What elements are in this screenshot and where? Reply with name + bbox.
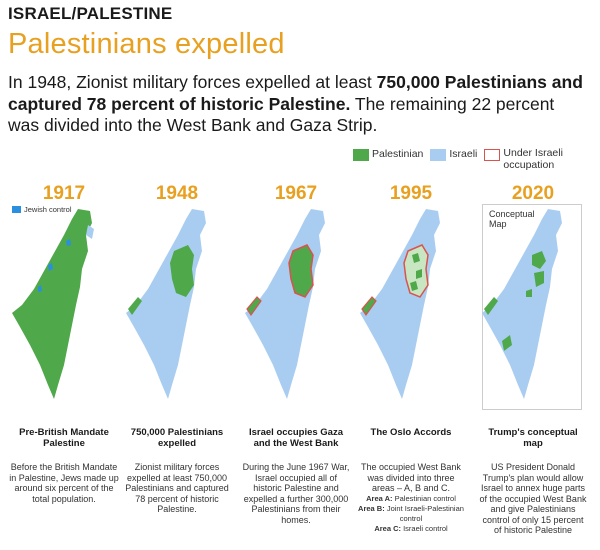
area-a-1 — [412, 253, 420, 263]
caption-title-1995: The Oslo Accords — [370, 427, 452, 438]
caption-body-1995-text: The occupied West Bank was divided into … — [361, 462, 461, 493]
occupation-swatch — [484, 149, 501, 161]
map-1995 — [356, 205, 466, 400]
enclave-1 — [532, 251, 546, 269]
area-a-text: Palestinian control — [392, 493, 456, 503]
map-legend: Palestinian Israeli Under Israeli occupa… — [353, 147, 572, 178]
palestine-outline-1917 — [12, 209, 92, 399]
west-bank-1967 — [288, 244, 314, 298]
area-a-label: Area A: — [366, 493, 393, 503]
conceptual-map-label: Conceptual Map — [489, 209, 535, 229]
area-b-text: Joint Israeli-Palestinian control — [384, 503, 464, 523]
area-a-note: Area A: Palestinian control — [356, 494, 466, 504]
negev-enclave — [502, 335, 512, 351]
map-1967-svg — [245, 209, 325, 399]
legend-palestinian: Palestinian — [353, 148, 423, 161]
jewish-land-3 — [38, 285, 42, 292]
area-a-2 — [416, 269, 422, 279]
caption-body-1995: The occupied West Bank was divided into … — [356, 462, 466, 534]
gaza-strip-1995 — [361, 296, 377, 317]
intro-text: In 1948, Zionist military forces expelle… — [8, 72, 588, 137]
legend-occupation-label: Under Israeli occupation — [503, 147, 563, 171]
year-1917: 1917 — [42, 183, 86, 204]
headline: Palestinians expelled — [8, 28, 285, 60]
map-1917 — [8, 205, 118, 400]
gaza-strip-2020 — [484, 297, 498, 315]
intro-bold: 750,000 Palestinians and captured 78 per… — [8, 72, 583, 114]
caption-title-1948: 750,000 Palestinians expelled — [130, 427, 224, 449]
map-1948-svg — [126, 209, 206, 399]
map-1948 — [122, 205, 232, 400]
intro-plain-2: The remaining 22 percent was divided int… — [8, 93, 555, 136]
year-1995: 1995 — [389, 183, 433, 204]
gaza-strip-1948 — [128, 297, 142, 315]
area-b-label: Area B: — [358, 503, 385, 513]
enclave-3 — [526, 289, 532, 297]
map-2020 — [478, 205, 588, 400]
jewish-control-swatch — [12, 206, 21, 213]
jewish-control-note: Jewish control — [12, 205, 72, 214]
area-c-note: Area C: Israeli control — [356, 524, 466, 534]
jewish-control-label: Jewish control — [24, 205, 72, 214]
west-bank-1948 — [170, 245, 194, 297]
area-b-note: Area B: Joint Israeli-Palestinian contro… — [356, 504, 466, 524]
caption-title-2020: Trump's conceptual map — [488, 427, 578, 449]
map-1995-svg — [360, 209, 440, 399]
legend-israeli-label: Israeli — [449, 148, 478, 160]
israeli-swatch — [430, 149, 447, 161]
caption-body-1967: During the June 1967 War, Israel occupie… — [242, 462, 350, 525]
conceptual-map-frame — [482, 204, 582, 410]
jewish-land-2 — [66, 239, 71, 246]
section-kicker: ISRAEL/PALESTINE — [8, 4, 173, 23]
jewish-land-1 — [48, 263, 53, 271]
area-c-text: Israeli control — [401, 523, 448, 533]
year-1967: 1967 — [274, 183, 318, 204]
gaza-strip-1967 — [246, 296, 262, 317]
lake-tiberias-1917 — [86, 225, 94, 239]
caption-body-1917: Before the British Mandate in Palestine,… — [9, 462, 119, 504]
enclave-2 — [534, 271, 544, 287]
map-1967 — [241, 205, 351, 400]
year-2020: 2020 — [511, 183, 555, 204]
legend-occupation: Under Israeli occupation — [484, 147, 565, 171]
caption-title-1917: Pre-British Mandate Palestine — [19, 427, 109, 449]
legend-israeli: Israeli — [430, 148, 477, 161]
caption-title-1967: Israel occupies Gaza and the West Bank — [249, 427, 343, 449]
map-2020-svg — [482, 209, 562, 399]
caption-body-1948: Zionist military forces expelled at leas… — [125, 462, 229, 514]
map-1917-svg — [12, 209, 94, 399]
area-a-3 — [410, 281, 418, 291]
legend-palestinian-label: Palestinian — [372, 148, 424, 160]
palestinian-swatch — [353, 149, 369, 161]
year-1948: 1948 — [155, 183, 199, 204]
intro-plain-1: In 1948, Zionist military forces expelle… — [8, 72, 377, 92]
area-c-label: Area C: — [374, 523, 401, 533]
caption-body-2020: US President Donald Trump's plan would a… — [479, 462, 587, 535]
